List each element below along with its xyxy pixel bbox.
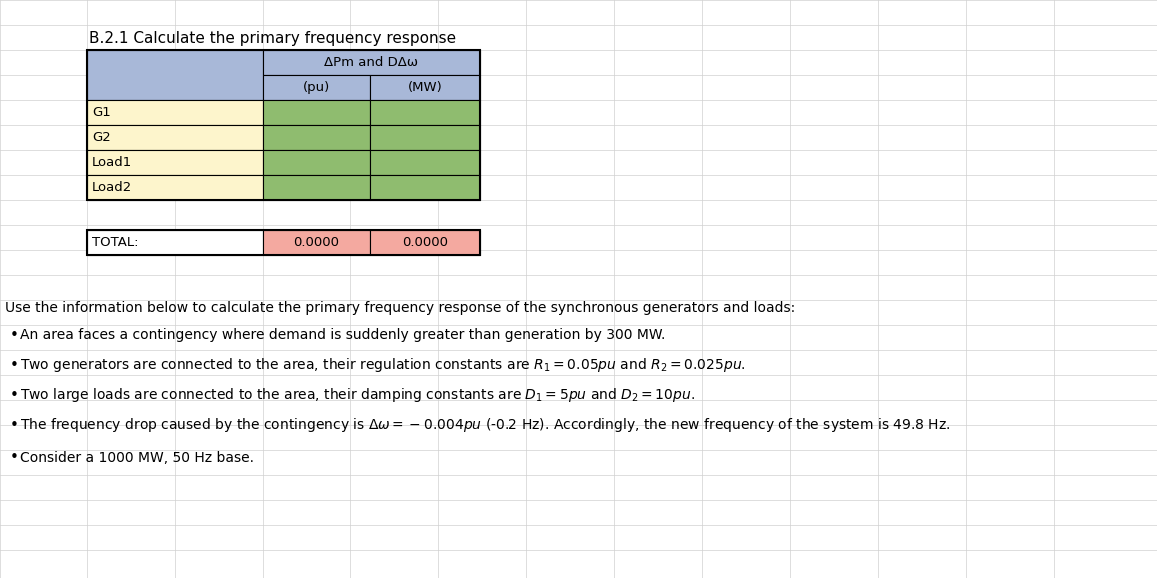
Text: Two generators are connected to the area, their regulation constants are $R_1 = : Two generators are connected to the area… — [20, 356, 746, 374]
Text: •: • — [10, 328, 19, 343]
Bar — [263, 50, 480, 75]
Bar — [87, 175, 263, 200]
Text: Two large loads are connected to the area, their damping constants are $D_1 = 5p: Two large loads are connected to the are… — [20, 386, 695, 404]
Bar — [370, 175, 480, 200]
Bar — [263, 150, 370, 175]
Bar — [87, 230, 263, 255]
Text: G1: G1 — [93, 106, 111, 119]
Text: (pu): (pu) — [303, 81, 330, 94]
Bar — [87, 50, 263, 100]
Bar — [87, 100, 263, 125]
Bar — [370, 230, 480, 255]
Bar — [87, 230, 480, 255]
Text: ΔPm and DΔω: ΔPm and DΔω — [324, 56, 419, 69]
Text: 0.0000: 0.0000 — [401, 236, 448, 249]
Bar — [263, 100, 370, 125]
Text: B.2.1 Calculate the primary frequency response: B.2.1 Calculate the primary frequency re… — [89, 31, 456, 46]
Bar — [87, 50, 480, 200]
Bar — [263, 75, 370, 100]
Text: TOTAL:: TOTAL: — [93, 236, 139, 249]
Bar — [370, 125, 480, 150]
Text: The frequency drop caused by the contingency is $\Delta\omega = -0.004pu$ (-0.2 : The frequency drop caused by the conting… — [20, 416, 950, 434]
Text: •: • — [10, 387, 19, 402]
Bar — [87, 125, 263, 150]
Bar — [263, 175, 370, 200]
Text: Consider a 1000 MW, 50 Hz base.: Consider a 1000 MW, 50 Hz base. — [20, 451, 255, 465]
Text: Load2: Load2 — [93, 181, 132, 194]
Text: 0.0000: 0.0000 — [294, 236, 339, 249]
Bar — [87, 150, 263, 175]
Text: Use the information below to calculate the primary frequency response of the syn: Use the information below to calculate t… — [5, 301, 795, 315]
Text: G2: G2 — [93, 131, 111, 144]
Text: Load1: Load1 — [93, 156, 132, 169]
Text: •: • — [10, 450, 19, 465]
Bar — [263, 125, 370, 150]
Text: An area faces a contingency where demand is suddenly greater than generation by : An area faces a contingency where demand… — [20, 328, 665, 342]
Text: •: • — [10, 417, 19, 432]
Text: (MW): (MW) — [407, 81, 442, 94]
Bar — [370, 100, 480, 125]
Text: •: • — [10, 358, 19, 372]
Bar — [370, 75, 480, 100]
Bar — [263, 230, 370, 255]
Bar — [370, 150, 480, 175]
